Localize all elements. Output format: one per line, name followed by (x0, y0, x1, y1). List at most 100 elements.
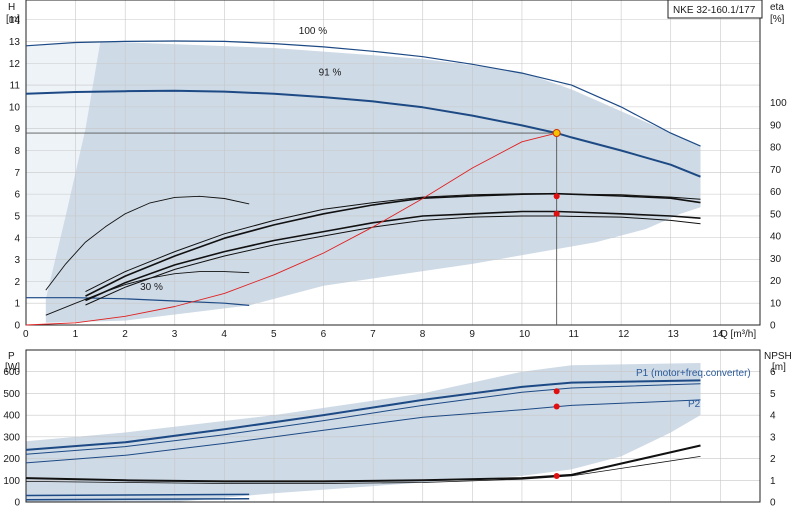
p-tick-label: 0 (14, 498, 20, 509)
power-point (553, 472, 560, 479)
x-tick-label: 13 (668, 329, 680, 340)
eta-axis-symbol: eta (770, 2, 784, 13)
curve-bottom-3 (25, 444, 701, 483)
h-tick-label: 0 (14, 321, 20, 332)
npsh-tick-label: 3 (770, 432, 776, 443)
eta-tick-label: 80 (770, 143, 782, 154)
x-tick-label: 10 (519, 329, 531, 340)
curve-top-0 (25, 40, 701, 147)
h-tick-label: 5 (14, 211, 20, 222)
eta-axis-unit: [%] (770, 14, 785, 25)
h-tick-label: 3 (14, 255, 20, 266)
eta-tick-label: 60 (770, 187, 782, 198)
x-tick-label: 11 (569, 329, 580, 340)
curve-bottom-6 (25, 497, 250, 501)
h-tick-label: 7 (14, 168, 20, 179)
model-badge: NKE 32-160.1/177 (673, 5, 756, 16)
h-axis-symbol: H (8, 2, 15, 13)
curve-top-6 (85, 210, 701, 302)
x-tick-label: 9 (469, 329, 475, 340)
eta-tick-label: 50 (770, 209, 782, 220)
npsh-tick-label: 2 (770, 454, 776, 465)
npsh-tick-label: 4 (770, 411, 776, 422)
npsh-tick-label: 5 (770, 389, 776, 400)
curve-label: 30 % (140, 282, 163, 293)
eta-point (553, 210, 560, 217)
x-tick-label: 14 (712, 329, 724, 340)
x-tick-label: 7 (370, 329, 376, 340)
curve-top-2 (26, 297, 250, 306)
legend-p1: P1 (motor+freq.converter) (636, 368, 751, 379)
model-badge-box (667, 0, 763, 19)
power-point (553, 403, 560, 410)
eta-tick-label: 100 (770, 98, 787, 109)
curve-label: 91 % (319, 67, 342, 78)
p-axis-unit: [W] (5, 362, 20, 373)
eta-tick-label: 30 (770, 254, 782, 265)
x-tick-label: 6 (321, 329, 327, 340)
eta-tick-label: 10 (770, 298, 782, 309)
curve-bottom-4 (25, 456, 701, 484)
curve-top-3 (45, 195, 250, 291)
npsh-tick-label: 6 (770, 367, 776, 378)
x-tick-label: 2 (122, 329, 128, 340)
q-axis-label: Q [m³/h] (720, 329, 756, 340)
top-plot: 100 %91 %30 %0 1 2 3 4 5 6 7 8 9 10 11 12 13 140123456… (9, 0, 787, 340)
x-tick-label: 12 (618, 329, 630, 340)
curve-top-1 (25, 89, 701, 178)
npsh-axis-unit: [m] (772, 362, 786, 373)
legend-p2: P2 (688, 399, 701, 410)
h-tick-label: 4 (14, 233, 20, 244)
x-tick-label: 0 (23, 329, 29, 340)
p-tick-label: 500 (3, 389, 20, 400)
operating-envelope (26, 41, 701, 323)
curve-top-9 (25, 132, 557, 326)
h-tick-label: 14 (9, 15, 21, 26)
npsh-tick-label: 0 (770, 498, 776, 509)
h-tick-label: 12 (9, 59, 21, 70)
h-tick-label: 6 (14, 190, 20, 201)
eta-tick-label: 0 (770, 321, 776, 332)
curve-top-8 (85, 193, 701, 293)
p-tick-label: 300 (3, 432, 20, 443)
h-axis-unit: [m] (6, 14, 20, 25)
curve-bottom-5 (25, 493, 250, 497)
p-axis-symbol: P (8, 351, 15, 362)
npsh-tick-label: 1 (770, 476, 776, 487)
eta-tick-label: 20 (770, 276, 782, 287)
duty-point (552, 129, 561, 138)
x-tick-label: 1 (73, 329, 79, 340)
x-tick-label: 5 (271, 329, 277, 340)
h-tick-label: 1 (14, 299, 20, 310)
h-tick-label: 8 (14, 146, 20, 157)
eta-tick-label: 70 (770, 165, 782, 176)
p-tick-label: 600 (3, 367, 20, 378)
power-envelope (26, 363, 701, 502)
curve-bottom-2 (25, 399, 701, 464)
envelope-light-region (26, 41, 101, 299)
h-tick-label: 10 (9, 102, 21, 113)
bottom-plot: 0 100 200 300 400 500 600 0 1 2 3 4 5 6 (3, 349, 776, 509)
curve-top-5 (85, 215, 701, 306)
x-tick-label: 4 (221, 329, 227, 340)
h-tick-label: 2 (14, 277, 20, 288)
p-tick-label: 200 (3, 454, 20, 465)
curve-bottom-0 (25, 379, 701, 451)
h-tick-label: 9 (14, 124, 20, 135)
curve-label: 100 % (299, 26, 327, 37)
bottom-plot-frame (25, 349, 761, 503)
h-tick-label: 13 (9, 37, 21, 48)
eta-point (553, 193, 560, 200)
npsh-axis-symbol: NPSH (764, 351, 792, 362)
p-tick-label: 400 (3, 411, 20, 422)
curve-bottom-1 (25, 383, 701, 455)
eta-tick-label: 40 (770, 232, 782, 243)
p-tick-label: 100 (3, 476, 20, 487)
x-tick-label: 8 (420, 329, 426, 340)
x-tick-label: 3 (172, 329, 178, 340)
top-plot-frame (25, 0, 761, 326)
eta-tick-label: 90 (770, 120, 782, 131)
power-point (553, 388, 560, 395)
h-tick-label: 11 (10, 81, 21, 92)
